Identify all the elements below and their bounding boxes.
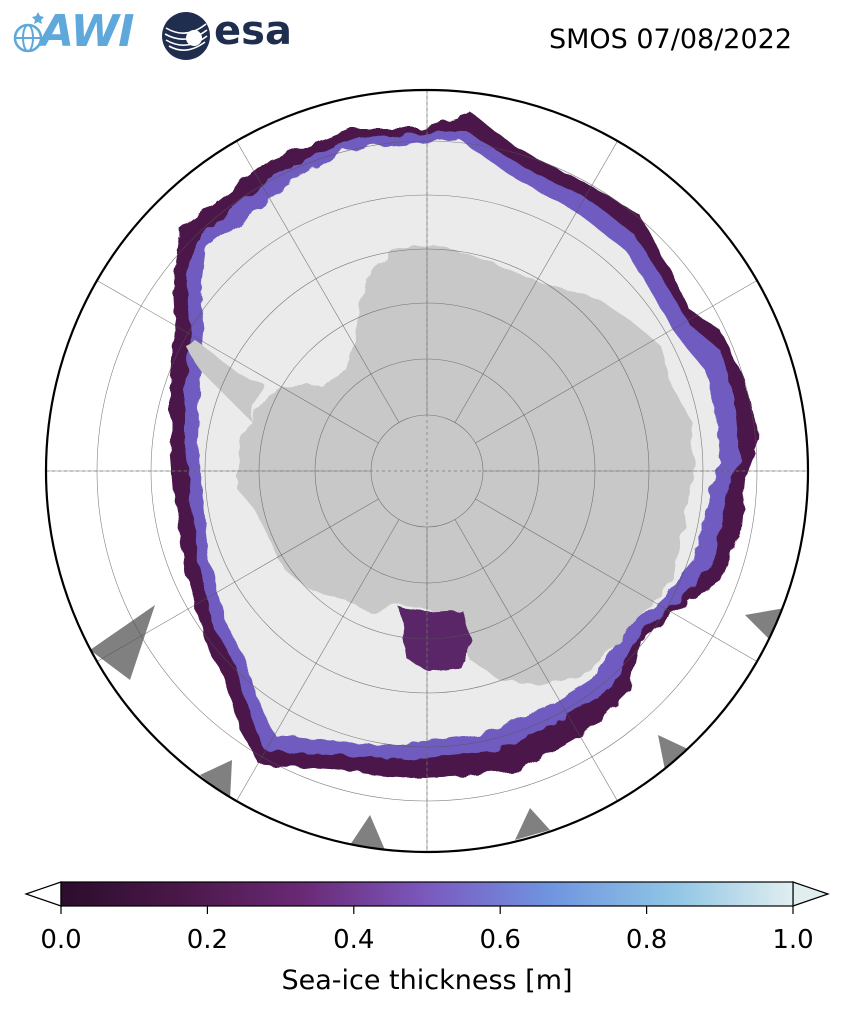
meridian-line xyxy=(475,498,758,662)
colorbar-tick-label: 0.2 xyxy=(186,925,229,955)
antarctica xyxy=(185,245,695,685)
colorbar-title: Sea-ice thickness [m] xyxy=(281,965,573,996)
meridian-line xyxy=(454,140,618,423)
colorbar-extend-low xyxy=(24,881,62,907)
colorbar-extend-high xyxy=(792,881,830,907)
colorbar-tick-label: 0.0 xyxy=(40,925,82,955)
map-disc xyxy=(46,90,808,852)
meridian-line xyxy=(454,519,618,802)
meridian-line xyxy=(96,280,379,444)
meridian-line xyxy=(475,280,758,444)
colorbar-tick-label: 0.4 xyxy=(333,925,375,955)
colorbar-tick-label: 0.6 xyxy=(479,925,521,955)
meridian-line xyxy=(96,498,379,662)
map-boundary xyxy=(44,88,810,854)
colorbar xyxy=(24,881,830,914)
colorbar-ramp xyxy=(60,881,794,907)
esa-globe-icon xyxy=(162,12,210,60)
colorbar-tick-label: 1.0 xyxy=(772,925,814,955)
center-axes xyxy=(46,90,808,852)
esa-logo-text: esa xyxy=(214,8,292,54)
map-title: SMOS 07/08/2022 xyxy=(548,24,792,55)
meridian-line xyxy=(236,519,400,802)
meridians xyxy=(46,90,808,852)
colorbar-tick-label: 0.8 xyxy=(625,925,668,955)
awi-logo-text: AWI xyxy=(40,6,135,57)
colorbar-ticks xyxy=(60,906,794,914)
meridian-line xyxy=(236,140,400,423)
missing-data xyxy=(90,605,785,850)
ross-sea-ice xyxy=(400,608,472,672)
globe-icon xyxy=(13,12,44,53)
